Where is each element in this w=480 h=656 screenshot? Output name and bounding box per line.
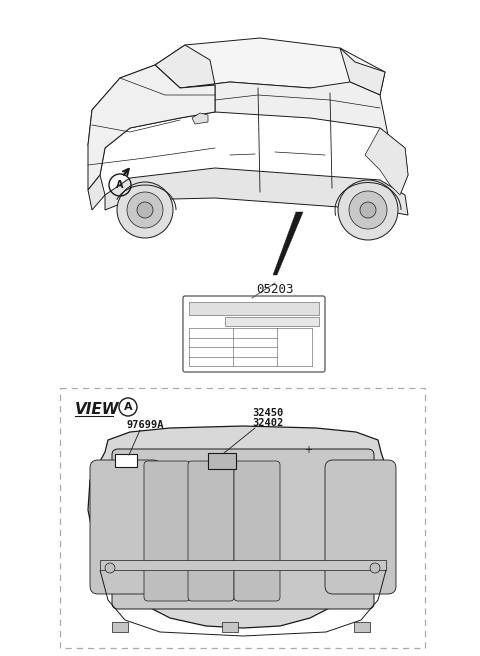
Text: VIEW: VIEW [75,402,120,417]
Bar [222,622,238,632]
Text: A: A [116,180,124,190]
Circle shape [338,180,398,240]
FancyBboxPatch shape [188,461,234,601]
Bar [189,302,319,315]
Polygon shape [88,175,105,210]
Polygon shape [155,45,215,88]
Circle shape [117,182,173,238]
FancyBboxPatch shape [90,460,161,594]
Polygon shape [88,65,215,175]
Polygon shape [155,38,385,95]
Polygon shape [88,426,392,628]
Circle shape [137,202,153,218]
Bar [60,388,425,648]
FancyBboxPatch shape [325,460,396,594]
Bar [354,622,370,632]
Polygon shape [365,128,408,195]
FancyBboxPatch shape [183,296,325,372]
Polygon shape [340,48,385,95]
Polygon shape [180,82,408,195]
FancyBboxPatch shape [112,449,374,609]
Text: +: + [304,445,312,455]
Circle shape [370,563,380,573]
Polygon shape [105,168,408,215]
Text: 32450: 32450 [252,408,283,418]
Text: 32402: 32402 [252,418,283,428]
Text: A: A [124,402,132,412]
Bar [208,453,236,469]
FancyBboxPatch shape [144,461,190,601]
Bar [225,317,319,326]
Text: 97699A: 97699A [126,420,164,430]
Polygon shape [192,113,208,124]
Circle shape [127,192,163,228]
Circle shape [360,202,376,218]
Text: 05203: 05203 [256,283,294,296]
Polygon shape [88,65,215,190]
Bar [100,560,386,570]
Circle shape [349,191,387,229]
Bar [115,454,137,467]
Circle shape [105,563,115,573]
FancyBboxPatch shape [234,461,280,601]
Polygon shape [273,212,303,275]
Bar [112,622,128,632]
